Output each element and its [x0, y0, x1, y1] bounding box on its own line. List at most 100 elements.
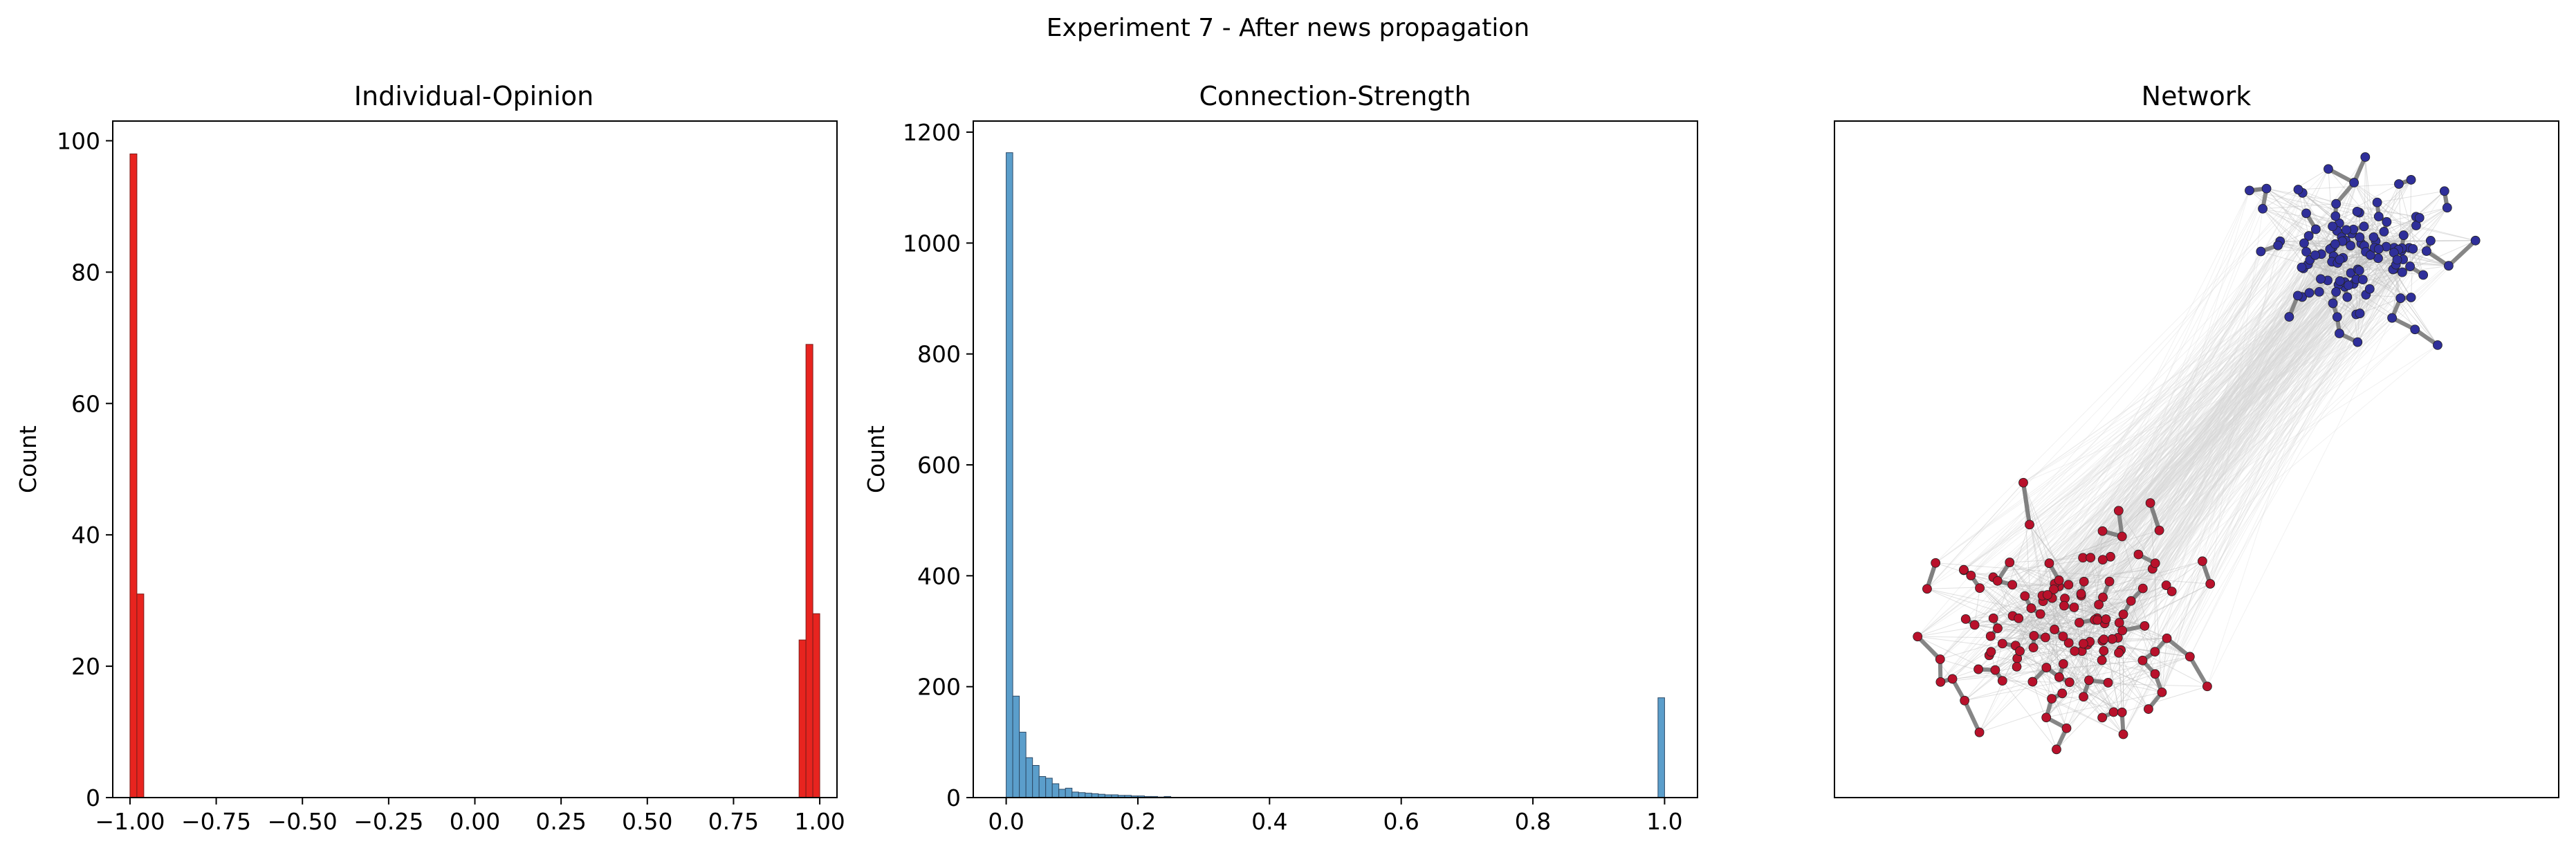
weak-edge [2266, 188, 2416, 217]
weak-edge [2142, 250, 2427, 661]
weak-edge [2148, 217, 2417, 710]
weak-edge [2024, 536, 2123, 597]
network-node [1974, 727, 1985, 737]
weak-edge [2102, 245, 2279, 598]
y-tick-label: 40 [71, 522, 100, 549]
weak-edge [2327, 245, 2365, 281]
y-tick-label: 1000 [903, 230, 961, 257]
network-node [2162, 633, 2172, 643]
weak-edge [1989, 259, 2310, 656]
weak-edge [2398, 207, 2448, 250]
y-tick-label: 600 [917, 452, 961, 479]
weak-edge [2009, 229, 2317, 563]
histogram-bar [1006, 152, 1013, 798]
weak-edge [2101, 240, 2431, 718]
weak-edge [2171, 259, 2404, 592]
weak-edge [2150, 249, 2399, 504]
weak-edge [2063, 237, 2342, 665]
weak-edge [1926, 259, 2340, 589]
weak-edge [2047, 284, 2339, 596]
weak-edge [2002, 635, 2034, 644]
weak-edge [1940, 213, 2307, 683]
weak-edge [2012, 615, 2102, 661]
network-node [1997, 676, 2007, 686]
weak-edge [2339, 259, 2411, 298]
weak-edge [1990, 254, 2322, 636]
weak-edge [2398, 183, 2424, 275]
weak-edge [2018, 618, 2118, 638]
weak-edge [2002, 278, 2321, 681]
weak-edge [2207, 284, 2339, 687]
weak-edge [2015, 595, 2043, 646]
weak-edge [2297, 182, 2355, 296]
weak-edge [2040, 211, 2357, 614]
weak-edge [1963, 569, 2124, 735]
strength-histogram-ylabel: Count [863, 425, 890, 493]
network-node [2256, 246, 2266, 257]
weak-edge [2016, 294, 2366, 659]
network-node [2079, 576, 2089, 587]
weak-edge [2142, 264, 2397, 661]
network-node [2114, 647, 2124, 658]
weak-edge [1917, 636, 2104, 640]
weak-edge [2063, 636, 2155, 652]
weak-edge [1990, 241, 2343, 636]
network-node [2041, 663, 2052, 672]
weak-edge [2034, 247, 2375, 636]
y-tick-label: 800 [917, 341, 961, 368]
weak-edge [2261, 212, 2307, 252]
weak-edge [1974, 245, 2365, 625]
weak-edge [2045, 240, 2431, 638]
weak-edge [2303, 259, 2404, 269]
y-tick-label: 1200 [903, 119, 961, 146]
network-node [2058, 632, 2068, 641]
weak-edge [2033, 647, 2143, 661]
weak-edge [2338, 179, 2411, 285]
weak-edge [2123, 241, 2376, 735]
network-node [2052, 744, 2061, 755]
network-node [2301, 208, 2311, 219]
weak-edge [2103, 251, 2366, 640]
weak-edge [1993, 237, 2360, 619]
weak-edge [2123, 288, 2371, 615]
weak-edge [2074, 581, 2110, 608]
weak-edge [2074, 190, 2250, 652]
network-node [2433, 340, 2442, 350]
network-node [2140, 621, 2150, 631]
weak-edge [2081, 240, 2431, 596]
weak-edge [2202, 245, 2279, 562]
weak-edge [2122, 314, 2357, 537]
weak-edge [2056, 279, 2357, 750]
weak-edge [2045, 283, 2354, 638]
strength-histogram: Connection-Strength Count 0.0 0.2 0.4 0.6 0.… [863, 81, 1698, 835]
weak-edge [2131, 316, 2338, 602]
weak-edge [2054, 248, 2380, 585]
x-tick-label: 0.75 [708, 808, 759, 835]
weak-edge [2015, 213, 2307, 646]
network-node [1988, 613, 1998, 623]
network-node [2335, 255, 2345, 265]
weak-edge [2377, 202, 2427, 252]
weak-edge [1963, 316, 2290, 571]
weak-edge [1917, 636, 2102, 661]
weak-edge [2403, 235, 2424, 275]
weak-edge [1940, 259, 2398, 683]
weak-edge [2102, 282, 2346, 598]
weak-edge [2074, 273, 2351, 652]
weak-edge [2122, 284, 2339, 631]
weak-edge [2012, 313, 2360, 585]
weak-edge [2015, 598, 2066, 646]
weak-edge [2359, 270, 2401, 299]
weak-edge [2068, 619, 2095, 643]
strong-edge [2188, 655, 2209, 688]
network-node [2414, 213, 2425, 223]
weak-edge [2364, 156, 2374, 237]
x-tick-label: −1.00 [95, 808, 165, 835]
x-tick-label: −0.75 [181, 808, 251, 835]
weak-edge [1940, 259, 2340, 660]
x-tick-label: 1.00 [794, 808, 845, 835]
network-node [2352, 206, 2362, 217]
weak-edge [1989, 256, 2334, 656]
weak-edge [2081, 192, 2303, 596]
weak-edge [2118, 511, 2173, 592]
